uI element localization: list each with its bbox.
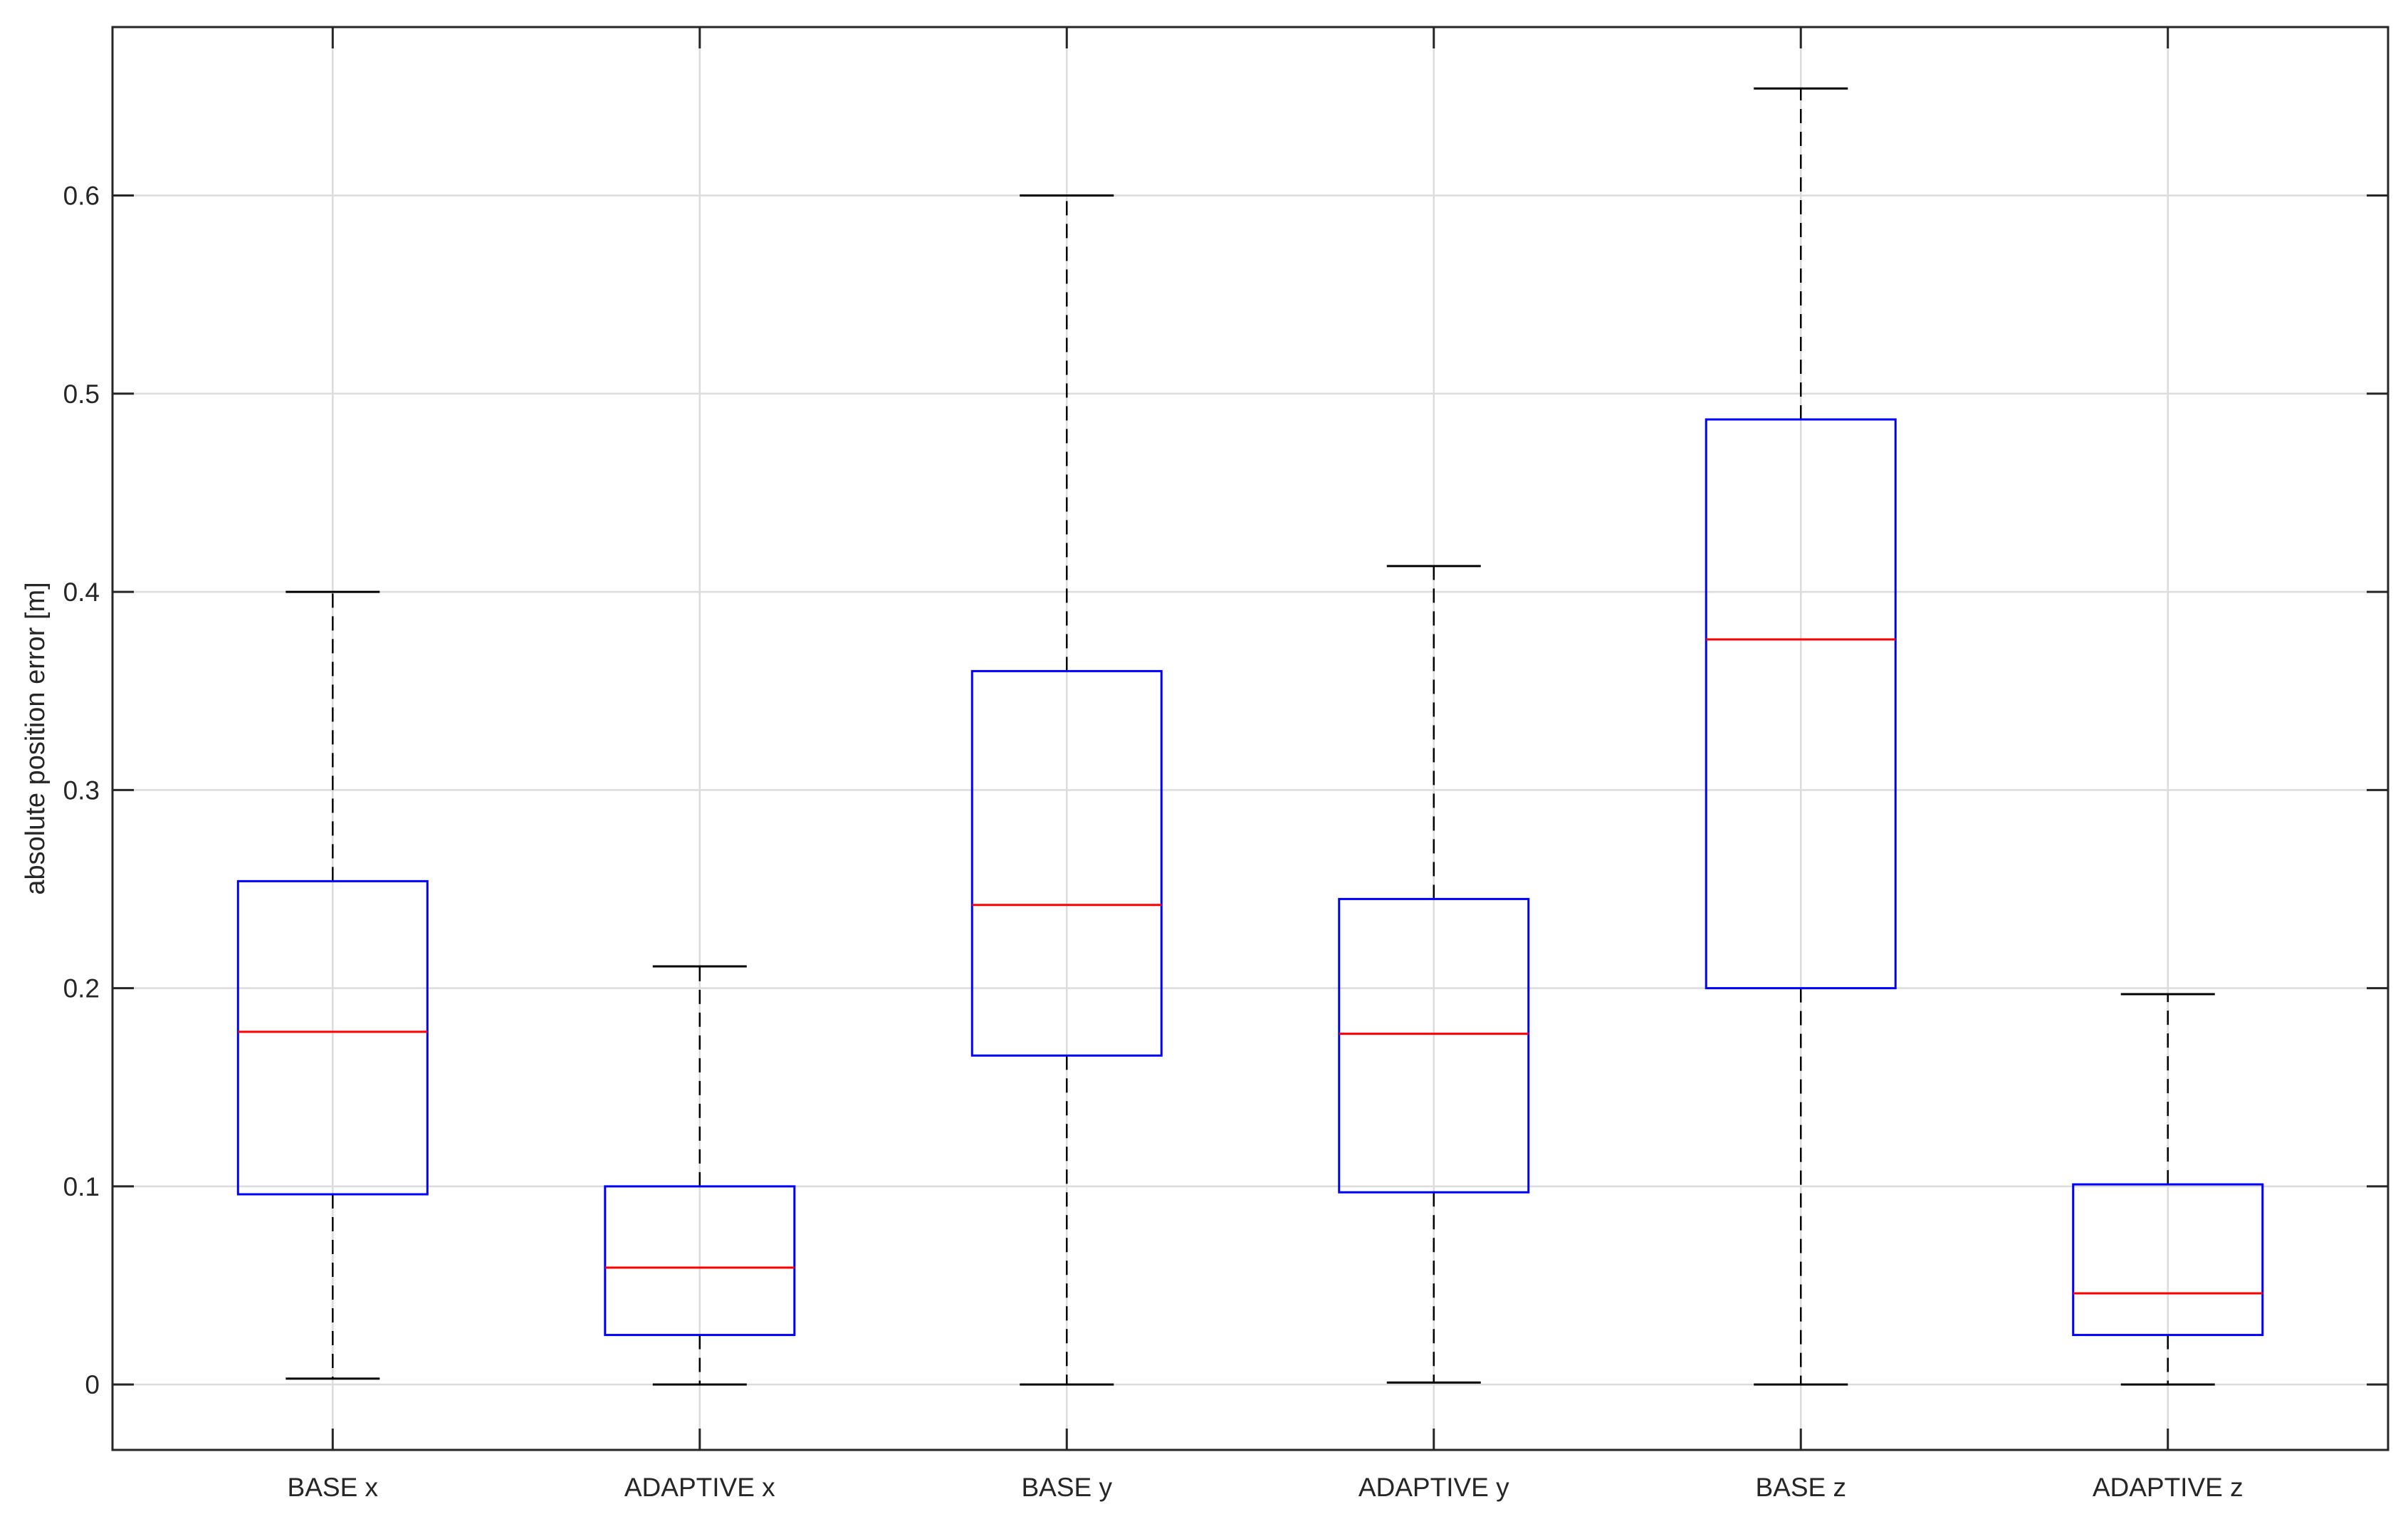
y-tick-label: 0 [85, 1370, 100, 1399]
x-tick-label: BASE x [288, 1473, 379, 1502]
x-tick-label: ADAPTIVE y [1359, 1473, 1509, 1502]
axes-frame [111, 26, 2389, 1451]
iqr-box [970, 669, 1163, 1057]
iqr-box [236, 879, 429, 1196]
y-tick-label: 0.6 [63, 182, 100, 211]
axis-layer [111, 26, 2389, 1451]
x-tick-label: ADAPTIVE x [624, 1473, 775, 1502]
x-tick-label: ADAPTIVE z [2093, 1473, 2244, 1502]
plot-area [112, 27, 2388, 1450]
y-tick-label: 0.3 [63, 776, 100, 805]
x-tick-label: BASE z [1755, 1473, 1846, 1502]
y-tick-label: 0.5 [63, 380, 100, 409]
whisker-layer [286, 87, 2215, 1386]
x-tick-label: BASE y [1022, 1473, 1113, 1502]
y-tick-label: 0.4 [63, 578, 100, 607]
iqr-box [2072, 1183, 2264, 1337]
y-tick-label: 0.1 [63, 1172, 100, 1201]
y-axis-label: absolute position error [m] [21, 582, 51, 894]
iqr-box [1705, 418, 1897, 990]
iqr-box [604, 1185, 796, 1337]
y-tick-label: 0.2 [63, 974, 100, 1003]
box-layer [236, 418, 2264, 1337]
label-layer: 0 0.1 0.2 0.3 0.4 0.5 0.6 BASE x ADAPTIVE x BASE … [63, 182, 2244, 1502]
iqr-box [1338, 897, 1530, 1194]
